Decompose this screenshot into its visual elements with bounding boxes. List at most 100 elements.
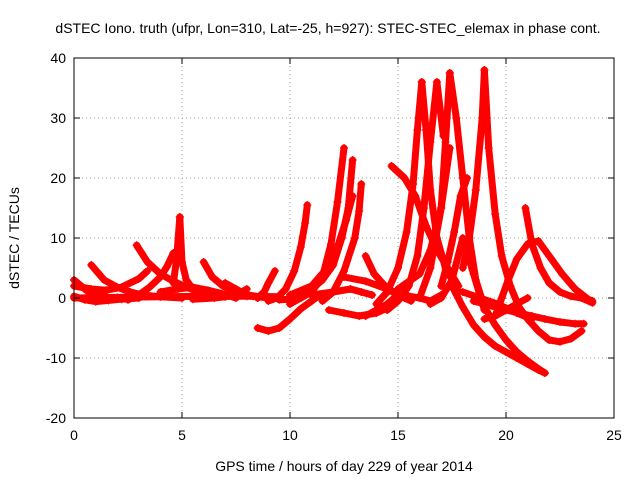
data-point (162, 262, 171, 271)
y-tick-label: -20 (46, 410, 66, 426)
data-point (432, 78, 441, 86)
data-point (411, 192, 420, 200)
series-33 (437, 174, 472, 290)
data-point (303, 201, 312, 209)
series-20 (307, 285, 377, 299)
data-point (558, 270, 567, 278)
data-point (400, 174, 409, 182)
data-point (357, 180, 366, 188)
data-point (199, 292, 208, 301)
data-point (577, 294, 586, 302)
data-point (417, 78, 426, 86)
data-point (545, 336, 554, 344)
y-tick-label: 30 (50, 110, 66, 126)
data-point (566, 292, 575, 301)
y-axis-label: dSTEC / TECUs (6, 187, 22, 289)
data-point (253, 294, 262, 302)
data-point (361, 277, 370, 286)
data-point (491, 312, 500, 320)
data-point (480, 333, 489, 341)
data-point (208, 273, 217, 281)
data-point (484, 144, 493, 152)
data-point (275, 295, 284, 304)
data-point (387, 162, 396, 170)
data-point (113, 293, 122, 302)
data-point (441, 138, 450, 146)
series-41 (458, 288, 536, 323)
series-39 (521, 204, 597, 307)
data-point (383, 306, 392, 314)
data-point (242, 292, 251, 301)
data-point (342, 216, 351, 224)
data-point (504, 276, 513, 284)
data-point (264, 327, 273, 335)
data-point (476, 294, 485, 302)
data-point (368, 291, 377, 299)
data-point (333, 198, 342, 206)
data-point (143, 267, 152, 275)
data-point (480, 315, 489, 323)
chart-title: dSTEC Iono. truth (ufpr, Lon=310, Lat=-2… (55, 20, 600, 36)
data-point (348, 156, 357, 164)
data-point (512, 255, 521, 263)
data-point (426, 138, 435, 146)
data-point (534, 237, 543, 245)
data-point (556, 318, 564, 326)
data-point (527, 240, 536, 248)
data-point (413, 126, 422, 134)
series-18 (286, 192, 357, 299)
data-point (404, 292, 413, 301)
series-track (286, 192, 357, 299)
data-point (491, 210, 500, 218)
data-point (527, 315, 536, 323)
data-point (512, 300, 521, 308)
data-point (413, 252, 422, 260)
data-point (415, 270, 424, 278)
series-36 (448, 282, 549, 377)
data-point (437, 294, 446, 302)
data-point (242, 285, 251, 293)
x-tick-label: 15 (390, 427, 406, 443)
data-point (471, 276, 480, 284)
data-point (346, 285, 355, 293)
y-tick-label: 20 (50, 170, 66, 186)
data-point (523, 360, 532, 368)
data-point (340, 144, 348, 152)
data-point (370, 270, 379, 278)
data-point (307, 291, 316, 299)
series-track (254, 267, 279, 302)
data-point (458, 303, 467, 311)
x-tick-label: 10 (282, 427, 298, 443)
data-point (264, 297, 273, 305)
data-point (571, 319, 580, 328)
data-point (361, 252, 370, 260)
data-point (448, 282, 456, 290)
data-point (100, 276, 109, 284)
data-point (534, 327, 543, 335)
data-point (134, 274, 143, 283)
data-point (188, 283, 197, 292)
data-point (350, 234, 359, 242)
data-point (545, 279, 554, 287)
data-point (199, 258, 208, 266)
data-point (355, 207, 364, 215)
data-point (458, 288, 467, 296)
data-point (175, 213, 184, 221)
x-tick-label: 20 (498, 427, 514, 443)
data-point (296, 294, 305, 302)
data-point (394, 285, 402, 293)
data-point (372, 300, 381, 308)
data-point (307, 282, 316, 290)
x-tick-label: 5 (178, 427, 186, 443)
data-point (357, 288, 366, 296)
data-point (571, 285, 580, 293)
x-tick-label: 0 (70, 427, 78, 443)
data-point (182, 276, 191, 284)
x-tick-label: 25 (606, 427, 622, 443)
data-point (452, 114, 461, 122)
series-track (383, 78, 447, 314)
data-point (340, 273, 348, 281)
data-point (471, 186, 480, 194)
series-track (448, 282, 549, 377)
